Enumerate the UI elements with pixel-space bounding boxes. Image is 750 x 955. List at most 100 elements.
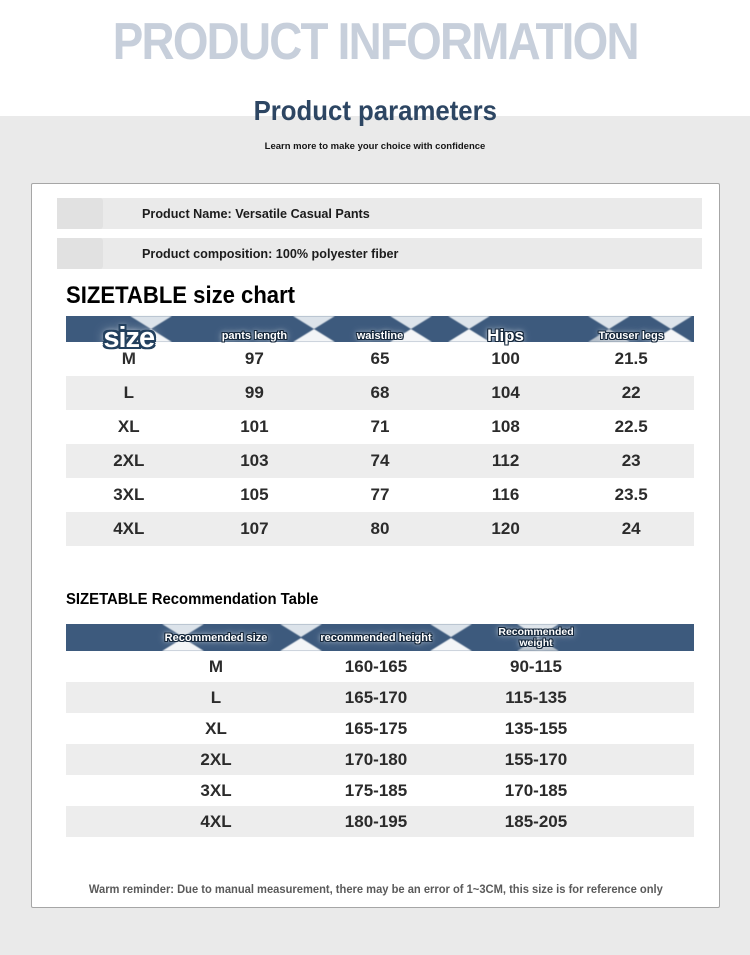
recommendation-header-labels: Recommended size recommended height Reco… <box>66 624 694 651</box>
col-recommended-size-label: Recommended size <box>164 631 268 644</box>
cell-pants-length: 101 <box>240 417 269 436</box>
col-trouser-legs-label: Trouser legs <box>598 329 664 342</box>
cell-waistline: 77 <box>370 485 390 504</box>
cell-waistline: 65 <box>370 349 390 368</box>
table-row: 2XL 170-180 155-170 <box>66 744 694 775</box>
cell-pants-length: 99 <box>244 383 264 402</box>
product-name-text: Product Name: Versatile Casual Pants <box>142 206 370 221</box>
cell-trouser-legs: 22.5 <box>614 417 648 436</box>
product-name-bar: Product Name: Versatile Casual Pants <box>57 198 702 229</box>
band-notch <box>650 316 692 329</box>
cell-trouser-legs: 23 <box>621 451 641 470</box>
cell-pants-length: 105 <box>240 485 269 504</box>
cell-trouser-legs: 24 <box>621 519 641 538</box>
parameters-card: Product Name: Versatile Casual Pants Pro… <box>31 183 720 908</box>
cell-size: 3XL <box>113 485 145 504</box>
cell-pants-length: 103 <box>240 451 269 470</box>
section-title: Product parameters <box>0 95 750 127</box>
cell-weight: 170-185 <box>504 780 568 800</box>
cell-hips: 120 <box>491 519 520 538</box>
table-row: 4XL 180-195 185-205 <box>66 806 694 837</box>
table-row: 3XL 175-185 170-185 <box>66 775 694 806</box>
cell-size: 4XL <box>113 519 145 538</box>
cell-size: XL <box>117 417 140 436</box>
size-chart-rows: M 97 65 100 21.5 L 99 68 104 22 XL 101 7… <box>66 342 694 546</box>
band-notch <box>280 624 322 637</box>
cell-weight: 115-135 <box>505 687 567 707</box>
page-title-text: PRODUCT INFORMATION <box>112 13 640 71</box>
cell-size: M <box>121 349 136 368</box>
cell-size: L <box>210 687 222 707</box>
product-composition-text: Product composition: 100% polyester fibe… <box>142 246 399 261</box>
col-waistline-label: waistline <box>356 329 404 342</box>
cell-height: 175-185 <box>344 780 408 800</box>
band-notch <box>517 638 559 651</box>
product-composition-bar: Product composition: 100% polyester fibe… <box>57 238 702 269</box>
cell-height: 165-170 <box>344 687 408 707</box>
cell-size: 2XL <box>113 451 145 470</box>
section-title-text: Product parameters <box>253 95 497 126</box>
table-row: XL 101 71 108 22.5 <box>66 410 694 444</box>
cell-size: 4XL <box>200 811 232 831</box>
section-subtitle: Learn more to make your choice with conf… <box>264 141 486 152</box>
band-notch <box>130 329 172 342</box>
header-cell: Hips <box>443 316 569 355</box>
band-notch <box>448 316 490 329</box>
table-row: 2XL 103 74 112 23 <box>66 444 694 478</box>
cell-hips: 116 <box>491 485 520 504</box>
band-notch <box>390 329 432 342</box>
warm-reminder-text: Warm reminder: Due to manual measurement… <box>88 884 663 896</box>
table-row: 3XL 105 77 116 23.5 <box>66 478 694 512</box>
cell-weight: 90-115 <box>510 656 562 676</box>
header-cell: Trouser legs <box>568 316 694 355</box>
header-cell: Recommended size <box>136 624 296 651</box>
cell-pants-length: 97 <box>244 349 264 368</box>
recommendation-table-heading: SIZETABLE Recommendation Table <box>66 591 329 609</box>
table-row: L 99 68 104 22 <box>66 376 694 410</box>
cell-hips: 112 <box>491 451 520 470</box>
size-chart-header-labels: size pants length waistline Hips Trouser… <box>66 316 694 354</box>
band-notch <box>588 329 630 342</box>
band-notch <box>448 329 490 342</box>
cell-waistline: 74 <box>370 451 390 470</box>
band-notch <box>293 329 335 342</box>
table-row: L 165-170 115-135 <box>66 682 694 713</box>
cell-weight: 155-170 <box>504 749 568 769</box>
recommendation-header-band: Recommended size recommended height Reco… <box>66 624 694 651</box>
cell-weight: 135-155 <box>504 718 568 738</box>
band-notch <box>430 638 472 651</box>
cell-trouser-legs: 23.5 <box>614 485 648 504</box>
cell-height: 180-195 <box>344 811 408 831</box>
cell-height: 160-165 <box>344 656 408 676</box>
cell-hips: 108 <box>491 417 520 436</box>
cell-height: 165-175 <box>344 718 408 738</box>
band-notch <box>293 316 335 329</box>
cell-hips: 100 <box>491 349 520 368</box>
col-recommended-height-label: recommended height <box>320 631 432 644</box>
band-notch <box>162 638 204 651</box>
cell-size: XL <box>205 718 227 738</box>
recommendation-table-heading-text: SIZETABLE Recommendation Table <box>66 591 319 608</box>
table-row: M 160-165 90-115 <box>66 651 694 682</box>
cell-trouser-legs: 22 <box>621 383 641 402</box>
band-notch <box>650 329 692 342</box>
cell-waistline: 68 <box>370 383 390 402</box>
band-notch <box>517 624 559 637</box>
page-title: PRODUCT INFORMATION <box>0 12 750 72</box>
cell-size: L <box>123 383 134 402</box>
cell-pants-length: 107 <box>240 519 269 538</box>
band-notch <box>430 624 472 637</box>
band-notch <box>130 316 172 329</box>
warm-reminder: Warm reminder: Due to manual measurement… <box>32 880 719 898</box>
header-cell: waistline <box>317 316 443 355</box>
cell-weight: 185-205 <box>504 811 568 831</box>
header-cell: recommended height <box>296 624 456 651</box>
header-cell: Recommended weight <box>456 624 616 651</box>
band-notch <box>162 624 204 637</box>
band-notch <box>390 316 432 329</box>
col-pants-length-label: pants length <box>221 329 288 342</box>
size-chart-heading-text: SIZETABLE size chart <box>66 282 296 309</box>
col-hips-label: Hips <box>487 325 525 345</box>
cell-height: 170-180 <box>344 749 408 769</box>
